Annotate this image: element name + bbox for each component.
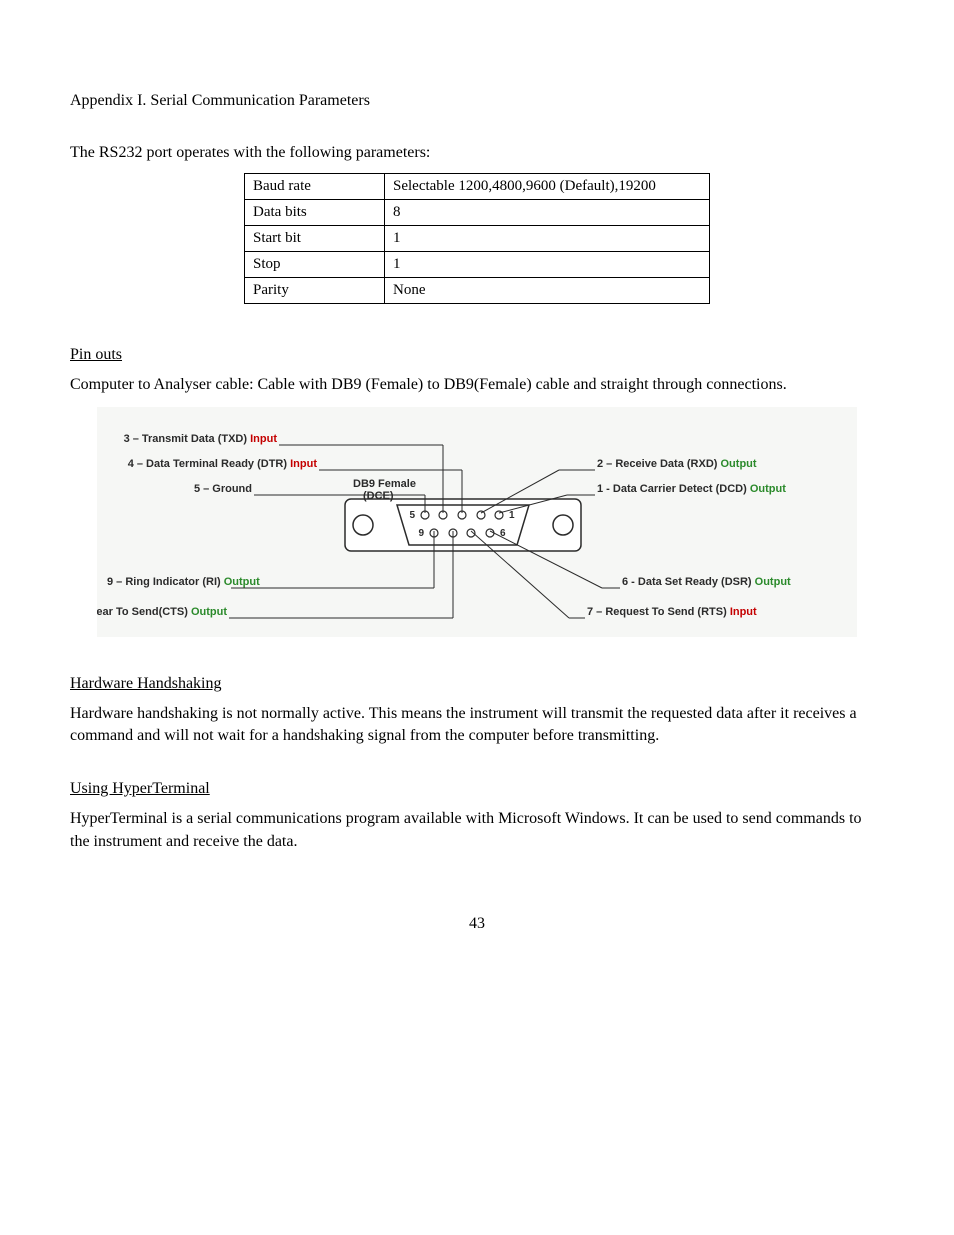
param-value: Selectable 1200,4800,9600 (Default),1920…: [385, 173, 710, 199]
using-hh-text: HyperTerminal is a serial communications…: [70, 808, 884, 853]
svg-text:4 – Data Terminal Ready (DTR): 4 – Data Terminal Ready (DTR) Input: [128, 458, 318, 470]
page: Appendix I. Serial Communication Paramet…: [0, 0, 954, 1235]
svg-text:2 – Receive Data (RXD) Output: 2 – Receive Data (RXD) Output: [597, 458, 757, 470]
svg-text:DB9 Female: DB9 Female: [353, 478, 416, 490]
table-row: Start bit1: [245, 225, 710, 251]
svg-text:7 – Request To Send (RTS) Inpu: 7 – Request To Send (RTS) Input: [587, 606, 757, 618]
param-value: 1: [385, 225, 710, 251]
svg-text:9 – Ring Indicator (RI) Output: 9 – Ring Indicator (RI) Output: [107, 576, 260, 588]
appendix-title: Appendix I. Serial Communication Paramet…: [70, 90, 884, 112]
param-name: Start bit: [245, 225, 385, 251]
svg-text:6 - Data Set Ready (DSR) Outpu: 6 - Data Set Ready (DSR) Output: [622, 576, 791, 588]
intro-text: The RS232 port operates with the followi…: [70, 142, 884, 164]
page-number: 43: [70, 913, 884, 935]
svg-text:1: 1: [509, 510, 515, 521]
svg-text:9: 9: [418, 528, 424, 539]
table-row: Data bits8: [245, 199, 710, 225]
pinouts-text: Computer to Analyser cable: Cable with D…: [70, 374, 884, 396]
hardware-hs-heading: Hardware Handshaking: [70, 673, 884, 695]
param-name: Stop: [245, 251, 385, 277]
param-value: 1: [385, 251, 710, 277]
svg-text:5 – Ground: 5 – Ground: [194, 483, 252, 495]
svg-text:5: 5: [409, 510, 415, 521]
using-hh-heading: Using HyperTerminal: [70, 778, 884, 800]
pinouts-heading: Pin outs: [70, 344, 884, 366]
hardware-hs-text: Hardware handshaking is not normally act…: [70, 703, 884, 748]
table-row: Stop1: [245, 251, 710, 277]
param-name: Baud rate: [245, 173, 385, 199]
db9-pinout-diagram: 5196DB9 Female(DCE)3 – Transmit Data (TX…: [97, 407, 857, 637]
param-value: 8: [385, 199, 710, 225]
table-row: ParityNone: [245, 277, 710, 303]
svg-text:8 – Clear To Send(CTS) Output: 8 – Clear To Send(CTS) Output: [97, 606, 227, 618]
param-name: Data bits: [245, 199, 385, 225]
params-table: Baud rateSelectable 1200,4800,9600 (Defa…: [244, 173, 710, 304]
svg-text:3 – Transmit Data (TXD) Input: 3 – Transmit Data (TXD) Input: [124, 433, 278, 445]
svg-text:1 - Data Carrier Detect (DCD): 1 - Data Carrier Detect (DCD) Output: [597, 483, 786, 495]
param-name: Parity: [245, 277, 385, 303]
table-row: Baud rateSelectable 1200,4800,9600 (Defa…: [245, 173, 710, 199]
param-value: None: [385, 277, 710, 303]
svg-text:(DCE): (DCE): [363, 490, 394, 502]
